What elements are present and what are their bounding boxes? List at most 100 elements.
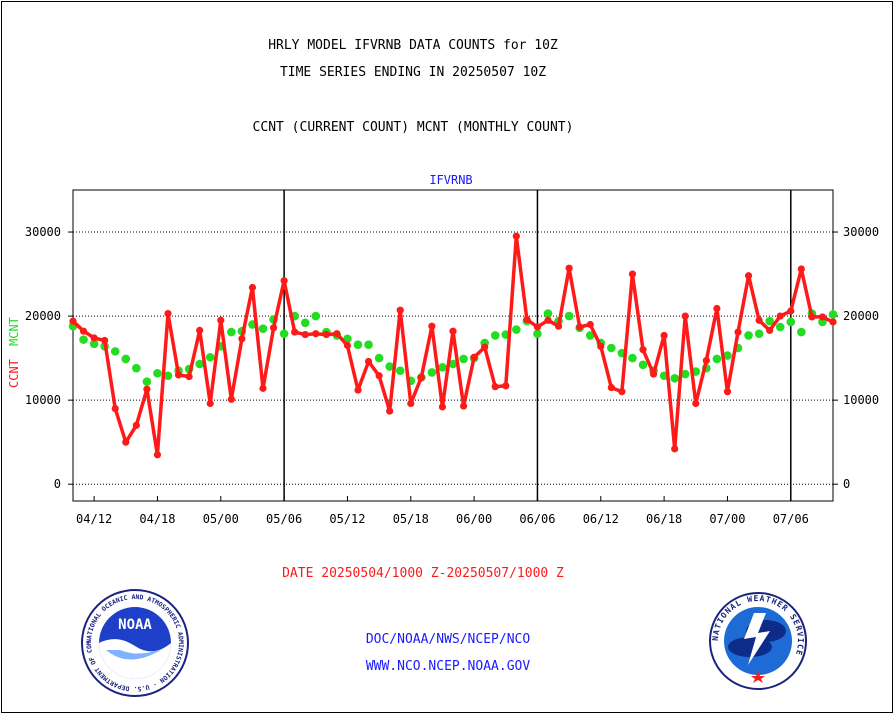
x-tick-label: 07/06 [773, 512, 809, 526]
ccnt-point [597, 342, 605, 350]
date-range-label: DATE 20250504/1000 Z-20250507/1000 Z [282, 566, 564, 581]
mcnt-point [797, 327, 806, 337]
y-tick-label-right: 30000 [843, 225, 879, 239]
ccnt-point [512, 232, 520, 240]
y-tick-label-left: 10000 [25, 393, 61, 407]
ccnt-point [375, 372, 383, 380]
ccnt-point [681, 312, 689, 320]
ccnt-point [692, 399, 700, 408]
series-title: IFVRNB [429, 173, 472, 187]
y-tick-label-left: 0 [54, 477, 61, 491]
mcnt-point [744, 331, 753, 340]
ccnt-point [164, 309, 172, 318]
mcnt-point [638, 360, 648, 370]
nco-website-link[interactable]: WWW.NCO.NCEP.NOAA.GOV [365, 659, 531, 674]
ccnt-point [364, 357, 373, 366]
mcnt-point [163, 371, 173, 381]
ccnt-point [502, 382, 510, 390]
ccnt-point [797, 265, 805, 273]
ccnt-point [143, 385, 151, 393]
mcnt-point [585, 331, 595, 340]
mcnt-point [533, 329, 542, 339]
y-tick-label-right: 0 [843, 477, 850, 491]
ccnt-point [227, 395, 235, 403]
mcnt-point [300, 318, 310, 328]
x-tick-label: 05/00 [203, 512, 239, 526]
ccnt-point [90, 334, 98, 342]
mcnt-point [628, 353, 637, 363]
ccnt-point [523, 315, 531, 324]
ccnt-point [291, 328, 299, 336]
chart-title-line1: HRLY MODEL IFVRNB DATA COUNTS for 10Z [268, 38, 558, 53]
ccnt-point [607, 383, 615, 392]
mcnt-point [311, 311, 321, 321]
ccnt-point [766, 326, 774, 334]
ccnt-point [713, 304, 721, 313]
y-tick-label-left: 30000 [25, 225, 61, 239]
series-group [68, 232, 838, 459]
ccnt-point [787, 307, 795, 315]
ccnt-point [196, 326, 204, 334]
ccnt-point [206, 399, 214, 408]
ccnt-point [322, 330, 330, 339]
ccnt-point [554, 322, 563, 330]
ccnt-point [185, 373, 193, 381]
mcnt-point [364, 340, 373, 349]
ccnt-point [544, 316, 552, 324]
mcnt-point [775, 322, 785, 332]
ccnt-point [649, 370, 658, 378]
ccnt-point [153, 451, 162, 459]
mcnt-point [374, 353, 384, 363]
ccnt-point [459, 402, 468, 410]
ccnt-line [71, 234, 834, 457]
ccnt-point [491, 383, 499, 391]
mcnt-point [121, 354, 131, 364]
ccnt-point [248, 283, 257, 292]
mcnt-point [448, 359, 458, 369]
mcnt-point [607, 343, 616, 353]
y-axis-label-mcnt: MCNT [7, 317, 21, 346]
ccnt-point [259, 384, 267, 392]
ccnt-point [586, 320, 594, 329]
mcnt-point [153, 368, 162, 378]
ccnt-point [660, 331, 668, 340]
y-axis-label-ccnt: CCNT [7, 359, 21, 388]
x-axis-ticks: 04/12 04/18 05/00 05/06 05/12 05/18 06/00 06/06… [76, 496, 809, 526]
mcnt-point [754, 329, 764, 339]
ccnt-point [565, 264, 573, 272]
mcnt-point [195, 359, 204, 369]
ccnt-point [132, 421, 140, 429]
ccnt-point [111, 404, 119, 413]
doc-noaa-nws-ncep-nco-link[interactable]: DOC/NOAA/NWS/NCEP/NCO [365, 632, 531, 647]
ccnt-point [449, 327, 457, 335]
grid-lines [73, 231, 833, 485]
x-tick-label: 07/00 [709, 512, 745, 526]
day-boundary-lines [283, 190, 792, 501]
ccnt-point [280, 277, 288, 285]
mcnt-point [385, 362, 394, 371]
ccnt-point [354, 386, 362, 394]
mcnt-point [110, 347, 120, 356]
y-tick-label-right: 10000 [843, 393, 879, 407]
x-tick-label: 04/12 [76, 512, 112, 526]
ccnt-point [723, 388, 732, 396]
x-tick-label: 06/06 [519, 512, 555, 526]
ccnt-point [618, 388, 626, 396]
mcnt-point [395, 366, 405, 376]
x-tick-label: 04/18 [139, 512, 175, 526]
ccnt-point [101, 336, 109, 345]
mcnt-point [438, 363, 447, 372]
ccnt-point [301, 330, 309, 339]
mcnt-point [205, 352, 215, 362]
chart-title-line2: TIME SERIES ENDING IN 20250507 10Z [279, 65, 547, 80]
noaa-logo-icon: NATIONAL OCEANIC AND ATMOSPHERIC ADMINIS… [80, 588, 189, 697]
ccnt-point [818, 313, 827, 321]
y-tick-label-left: 20000 [25, 309, 61, 323]
x-tick-label: 05/18 [393, 512, 429, 526]
mcnt-point [680, 369, 690, 379]
ccnt-point [533, 323, 542, 331]
time-series-chart: IFVRNB CCNT MCNT 0 0 10000 10000 20000 20000 3… [7, 173, 879, 526]
mcnt-point [512, 325, 521, 334]
mcnt-point [543, 309, 553, 318]
